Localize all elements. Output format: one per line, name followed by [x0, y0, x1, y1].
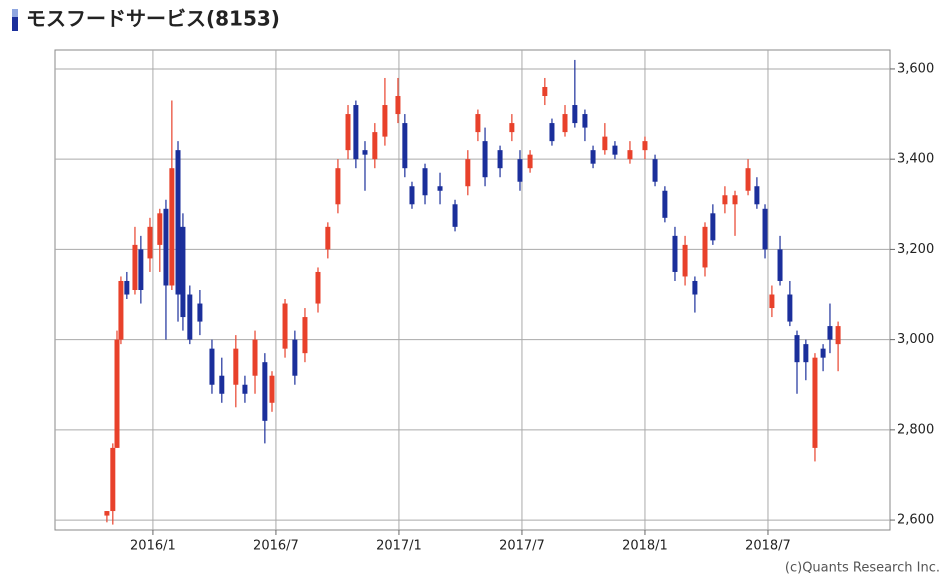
candle-body	[362, 150, 368, 155]
candle-body	[794, 335, 800, 363]
x-tick-label: 2016/7	[253, 539, 299, 554]
candle-body	[124, 280, 130, 295]
candle-body	[582, 114, 588, 128]
candle-body	[517, 159, 523, 182]
candle-body	[242, 384, 248, 394]
candle-body	[682, 244, 688, 277]
candle-body	[475, 114, 481, 133]
candle-body	[233, 348, 239, 385]
candle-body	[180, 226, 186, 318]
candle-body	[602, 136, 608, 151]
candle-body	[269, 375, 275, 403]
x-tick-label: 2018/1	[622, 539, 668, 554]
candle-body	[754, 186, 760, 205]
candle-body	[497, 150, 503, 169]
candle-body	[692, 280, 698, 295]
candle-body	[835, 326, 841, 345]
candle-body	[110, 447, 116, 512]
candle-body	[437, 186, 443, 191]
candle-body	[353, 105, 359, 160]
candle-body	[482, 141, 488, 178]
candle-body	[372, 132, 378, 160]
candle-body	[252, 339, 258, 376]
plot-frame	[54, 49, 891, 531]
candle-body	[104, 511, 110, 516]
candle-body	[302, 317, 308, 354]
candle-body	[465, 159, 471, 187]
chart-title: モスフードサービス(8153)	[26, 7, 280, 31]
candle-body	[219, 375, 225, 394]
candle-body	[197, 303, 203, 322]
y-tick-label: 2,600	[897, 513, 934, 528]
candle-body	[827, 326, 833, 340]
candle-body	[745, 168, 751, 191]
candle-body	[187, 294, 193, 340]
candle-body	[527, 154, 533, 169]
candle-body	[452, 204, 458, 227]
candle-body	[542, 86, 548, 97]
candle-body	[175, 150, 181, 295]
candle-body	[157, 213, 163, 245]
candle-body	[409, 186, 415, 205]
candle-body	[642, 141, 648, 151]
candle-body	[138, 249, 144, 290]
title-icon-highlight	[12, 9, 18, 17]
candle-body	[325, 226, 331, 250]
candle-body	[114, 339, 120, 448]
candle-body	[562, 114, 568, 133]
x-tick-label: 2016/1	[130, 539, 176, 554]
candle-body	[612, 145, 618, 155]
x-tick-label: 2017/1	[376, 539, 422, 554]
candle-body	[812, 357, 818, 448]
candle-body	[402, 123, 408, 169]
y-tick-label: 2,800	[897, 422, 934, 437]
candle-body	[769, 294, 775, 309]
candle-body	[820, 348, 826, 358]
candle-body	[382, 105, 388, 137]
candle-body	[147, 226, 153, 259]
candle-body	[509, 123, 515, 133]
candle-body	[803, 344, 809, 363]
credit: (c)Quants Research Inc.	[785, 561, 940, 576]
candle-body	[262, 362, 268, 421]
y-tick-label: 3,000	[897, 332, 934, 347]
candle-body	[710, 213, 716, 241]
y-tick-label: 3,200	[897, 242, 934, 257]
candle-body	[163, 208, 169, 286]
candle-body	[345, 114, 351, 151]
candle-body	[335, 168, 341, 205]
candle-body	[169, 168, 175, 286]
candle-body	[590, 150, 596, 164]
candle-body	[652, 159, 658, 182]
candle-body	[315, 271, 321, 304]
x-tick-label: 2017/7	[499, 539, 545, 554]
candle-body	[762, 208, 768, 250]
candle-body	[672, 235, 678, 272]
candle-body	[777, 249, 783, 281]
y-tick-label: 3,600	[897, 61, 934, 76]
candle-body	[662, 190, 668, 218]
candle-body	[209, 348, 215, 385]
title-icon	[12, 9, 18, 31]
candle-body	[787, 294, 793, 322]
candle-body	[282, 303, 288, 349]
candle-body	[422, 168, 428, 196]
candle-body	[627, 150, 633, 160]
x-tick-label: 2018/7	[745, 539, 791, 554]
candle-body	[292, 339, 298, 376]
candle-body	[132, 244, 138, 290]
candle-body	[722, 195, 728, 205]
y-tick-label: 3,400	[897, 152, 934, 167]
candle-body	[702, 226, 708, 268]
candle-body	[118, 280, 124, 340]
candle-body	[395, 96, 401, 115]
candle-body	[732, 195, 738, 205]
candle-body	[549, 123, 555, 142]
candle-body	[572, 105, 578, 124]
